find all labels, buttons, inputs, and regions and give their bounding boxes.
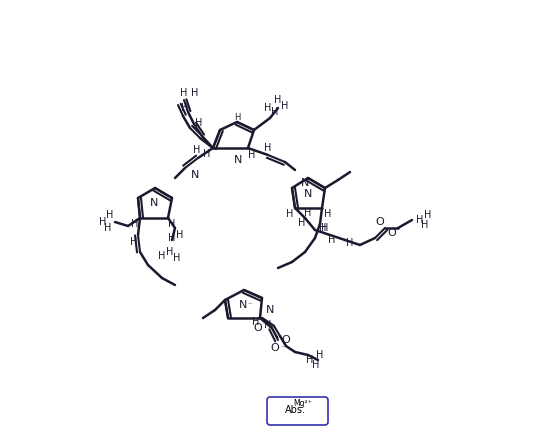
Text: H: H: [424, 210, 432, 220]
Text: O: O: [282, 335, 290, 345]
Text: H: H: [282, 101, 289, 111]
FancyBboxPatch shape: [267, 397, 328, 425]
Text: H: H: [306, 355, 314, 365]
Text: H: H: [416, 215, 424, 225]
Text: H: H: [316, 350, 323, 360]
Text: H: H: [168, 219, 176, 229]
Text: N: N: [191, 170, 199, 180]
Text: Mg²⁺: Mg²⁺: [294, 400, 312, 408]
Text: H: H: [286, 209, 294, 219]
Text: H: H: [346, 238, 354, 248]
Text: H: H: [248, 150, 256, 160]
Text: N: N: [239, 300, 247, 310]
Text: O: O: [253, 323, 262, 333]
Text: H: H: [252, 317, 259, 327]
Text: ⁻: ⁻: [281, 343, 285, 352]
Text: H: H: [325, 209, 332, 219]
Text: H: H: [298, 218, 306, 228]
Text: H: H: [304, 208, 312, 218]
Text: H: H: [321, 223, 328, 233]
Text: H: H: [193, 145, 201, 155]
Text: ⁻: ⁻: [248, 300, 252, 309]
Text: N: N: [304, 189, 312, 199]
Text: O: O: [270, 343, 279, 353]
Text: H: H: [272, 107, 279, 117]
Text: H: H: [195, 118, 203, 128]
Text: O: O: [375, 217, 384, 227]
Text: Abs.: Abs.: [284, 405, 305, 415]
Text: H: H: [176, 230, 184, 240]
Text: H: H: [181, 88, 188, 98]
Text: H: H: [328, 235, 336, 245]
Text: H: H: [264, 143, 272, 153]
Text: N: N: [150, 198, 158, 208]
Text: N: N: [234, 155, 242, 165]
Text: H: H: [264, 103, 272, 113]
Text: N: N: [301, 178, 309, 188]
Text: H: H: [158, 251, 166, 261]
Text: H: H: [192, 88, 199, 98]
Text: H: H: [131, 219, 139, 229]
Text: H: H: [130, 237, 137, 247]
Text: H: H: [421, 220, 429, 230]
Text: H: H: [104, 223, 112, 233]
Text: H: H: [173, 253, 181, 263]
Text: H: H: [166, 247, 174, 257]
Text: H: H: [168, 233, 176, 243]
Text: N: N: [266, 305, 274, 315]
Text: H: H: [203, 149, 211, 159]
Text: H: H: [312, 360, 320, 370]
Text: O: O: [388, 228, 396, 238]
Text: H: H: [99, 217, 107, 227]
Text: H: H: [274, 95, 282, 105]
Text: H: H: [107, 210, 114, 220]
Text: H: H: [234, 112, 240, 122]
Text: H: H: [181, 103, 189, 113]
Text: H: H: [264, 320, 272, 330]
Text: H: H: [319, 223, 327, 233]
